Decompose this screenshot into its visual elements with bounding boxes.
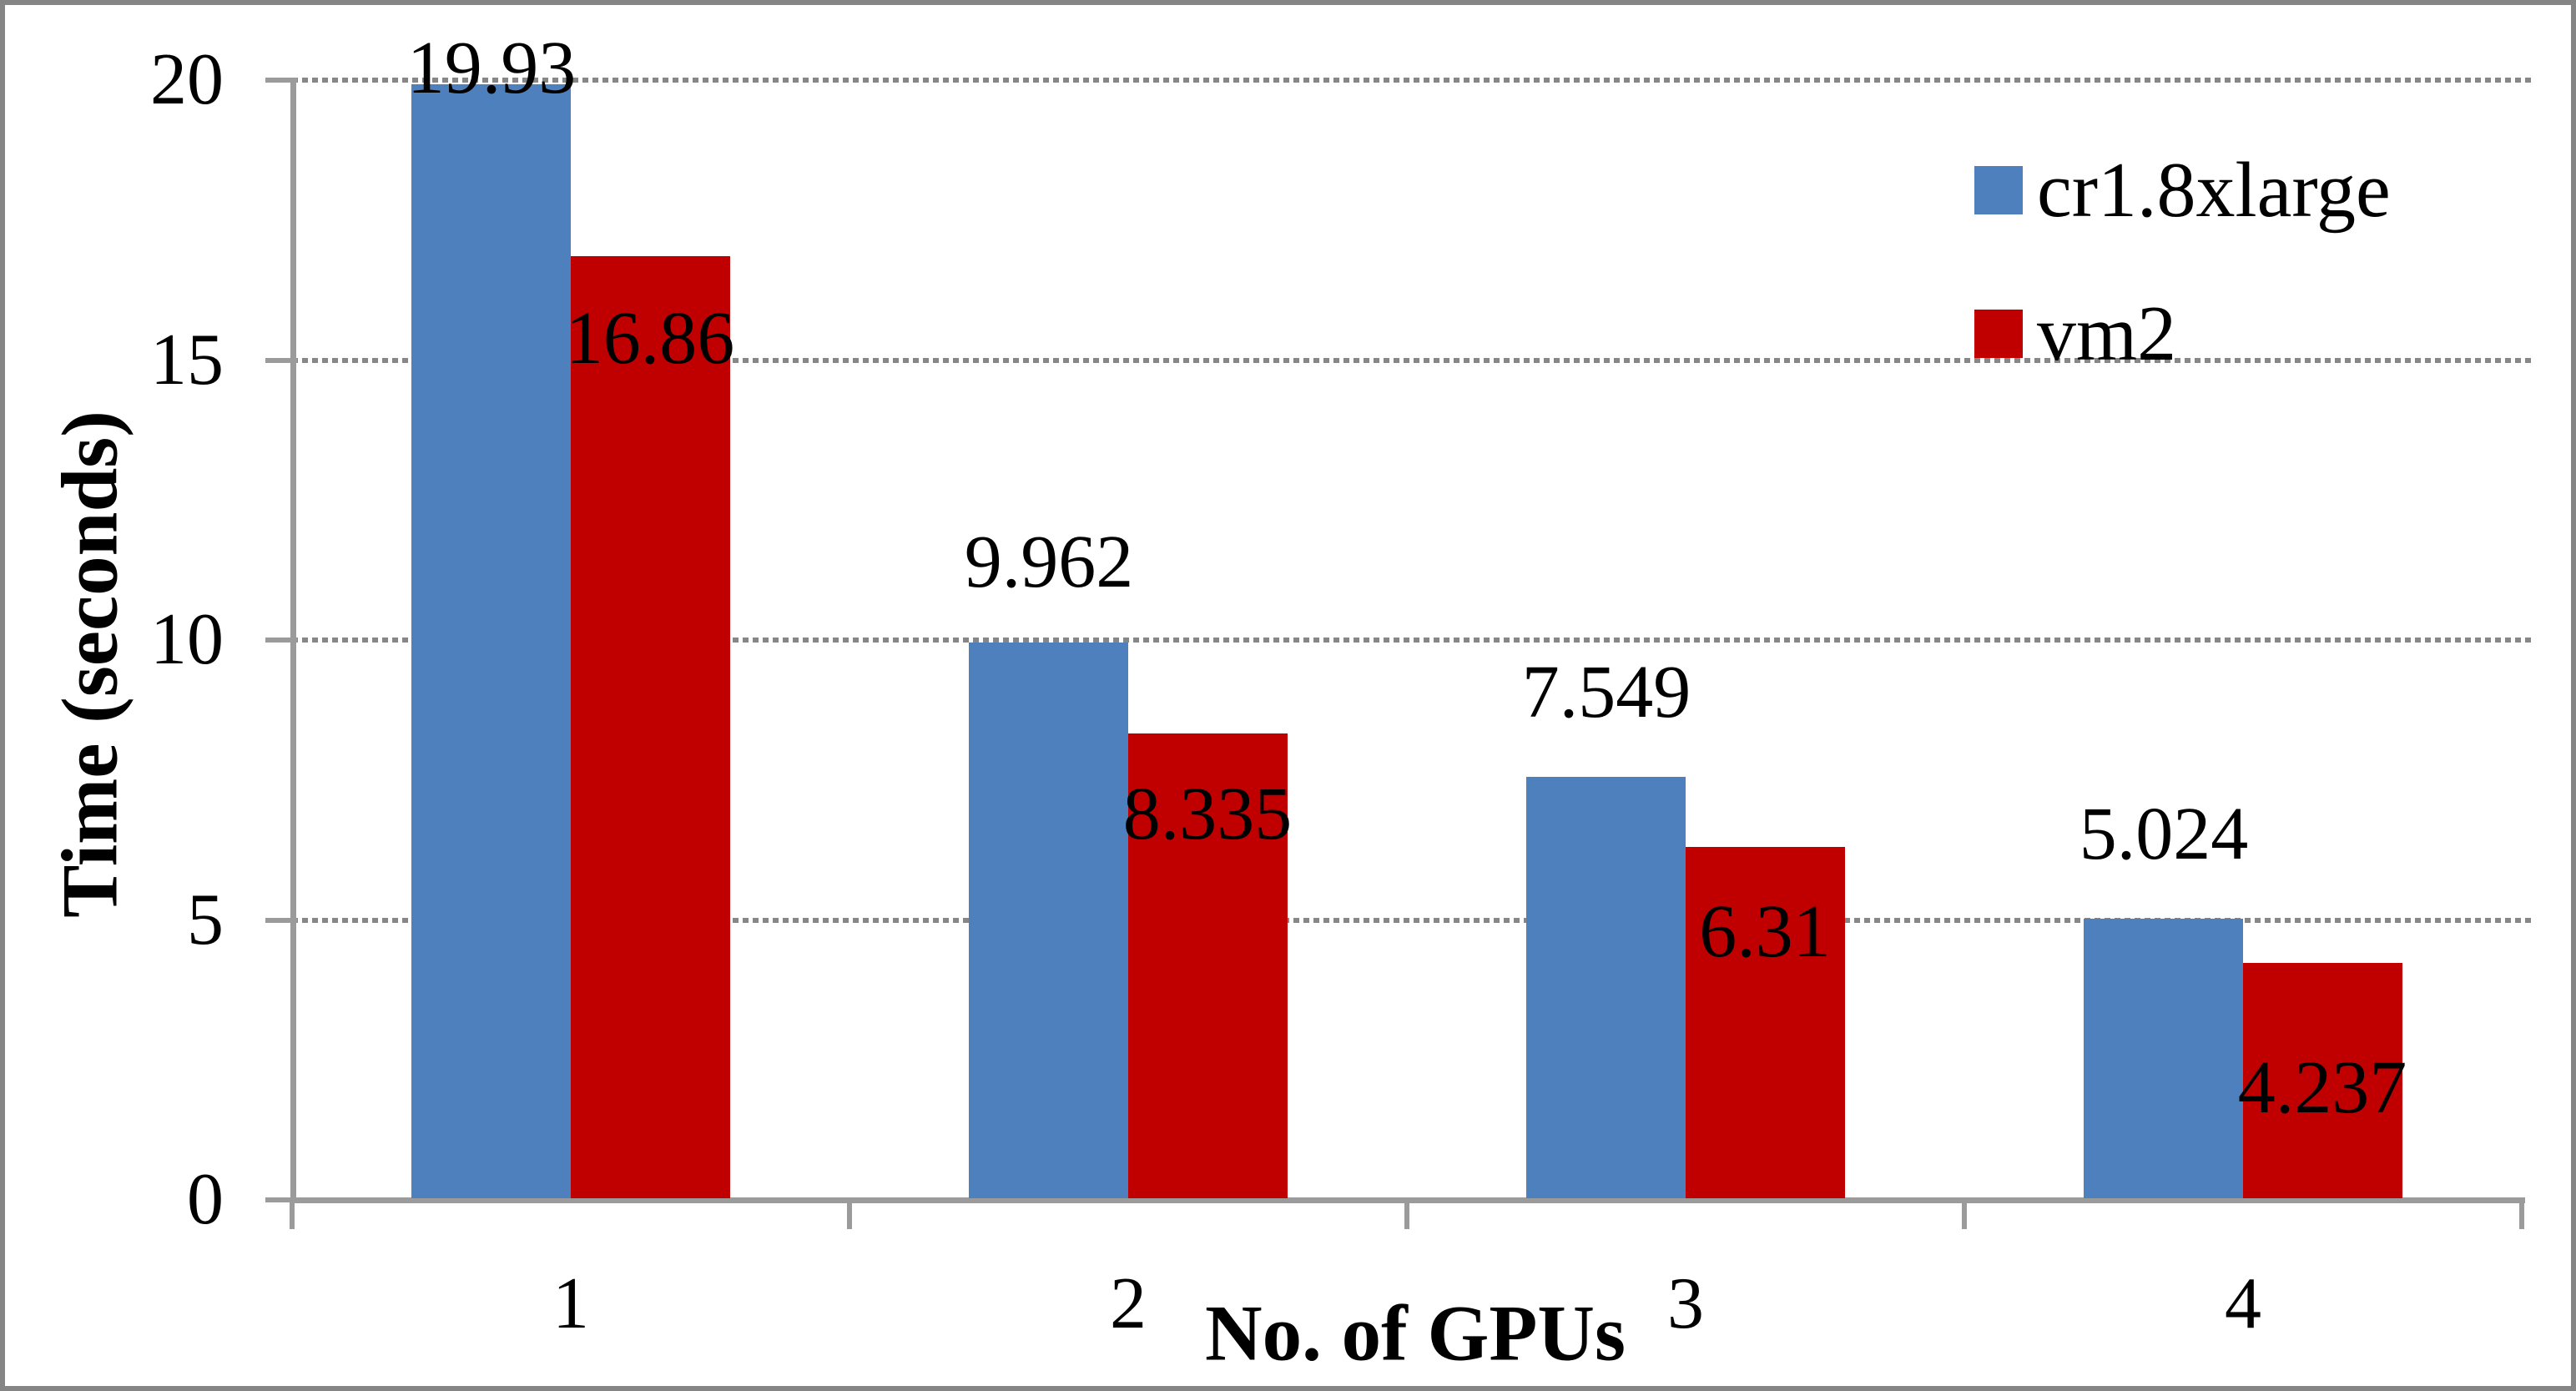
bar-cr1-8xlarge-1 bbox=[411, 83, 571, 1198]
bar-cr1-8xlarge-3 bbox=[1526, 777, 1686, 1198]
y-tick-15 bbox=[265, 357, 297, 363]
data-label-vm2-2: 8.335 bbox=[1122, 772, 1293, 855]
legend-swatch-vm2 bbox=[1974, 310, 2023, 358]
data-label-vm2-4: 4.237 bbox=[2237, 1046, 2407, 1129]
y-tick-label-15: 15 bbox=[150, 319, 224, 401]
gridline-20 bbox=[292, 78, 2532, 83]
y-tick-label-20: 20 bbox=[150, 39, 224, 120]
x-tick-3 bbox=[1962, 1197, 1967, 1229]
legend-swatch-cr1-8xlarge bbox=[1974, 166, 2023, 214]
y-tick-5 bbox=[265, 917, 297, 923]
y-tick-10 bbox=[265, 638, 297, 643]
y-axis-title: Time (seconds) bbox=[45, 411, 134, 918]
x-tick-1 bbox=[847, 1197, 852, 1229]
y-tick-label-0: 0 bbox=[187, 1159, 224, 1240]
data-label-cr1-8xlarge-4: 5.024 bbox=[2079, 792, 2249, 875]
bar-cr1-8xlarge-4 bbox=[2084, 918, 2243, 1198]
bar-vm2-1 bbox=[571, 255, 730, 1198]
bar-vm2-2 bbox=[1128, 733, 1288, 1198]
x-tick-label-1: 1 bbox=[552, 1263, 589, 1344]
y-tick-0 bbox=[265, 1197, 297, 1202]
y-tick-20 bbox=[265, 78, 297, 83]
data-label-vm2-3: 6.31 bbox=[1699, 890, 1831, 973]
data-label-cr1-8xlarge-3: 7.549 bbox=[1521, 651, 1691, 734]
bar-vm2-3 bbox=[1686, 846, 1845, 1198]
x-axis-title: No. of GPUs bbox=[1205, 1288, 1626, 1378]
gridline-5 bbox=[292, 917, 2532, 923]
legend-label-cr1-8xlarge: cr1.8xlarge bbox=[2037, 147, 2391, 234]
bar-cr1-8xlarge-2 bbox=[969, 642, 1128, 1198]
y-tick-label-10: 10 bbox=[150, 599, 224, 680]
y-tick-label-5: 5 bbox=[187, 879, 224, 960]
gridline-15 bbox=[292, 357, 2532, 363]
x-tick-0 bbox=[290, 1197, 295, 1229]
x-tick-label-2: 2 bbox=[1110, 1263, 1147, 1344]
x-tick-2 bbox=[1404, 1197, 1409, 1229]
x-tick-label-3: 3 bbox=[1667, 1263, 1704, 1344]
data-label-cr1-8xlarge-1: 19.93 bbox=[406, 26, 577, 109]
data-label-cr1-8xlarge-2: 9.962 bbox=[964, 520, 1134, 603]
x-tick-label-4: 4 bbox=[2225, 1263, 2261, 1344]
x-tick-4 bbox=[2519, 1197, 2524, 1229]
gridline-10 bbox=[292, 638, 2532, 643]
data-label-vm2-1: 16.86 bbox=[565, 296, 735, 380]
bar-vm2-4 bbox=[2243, 962, 2402, 1198]
